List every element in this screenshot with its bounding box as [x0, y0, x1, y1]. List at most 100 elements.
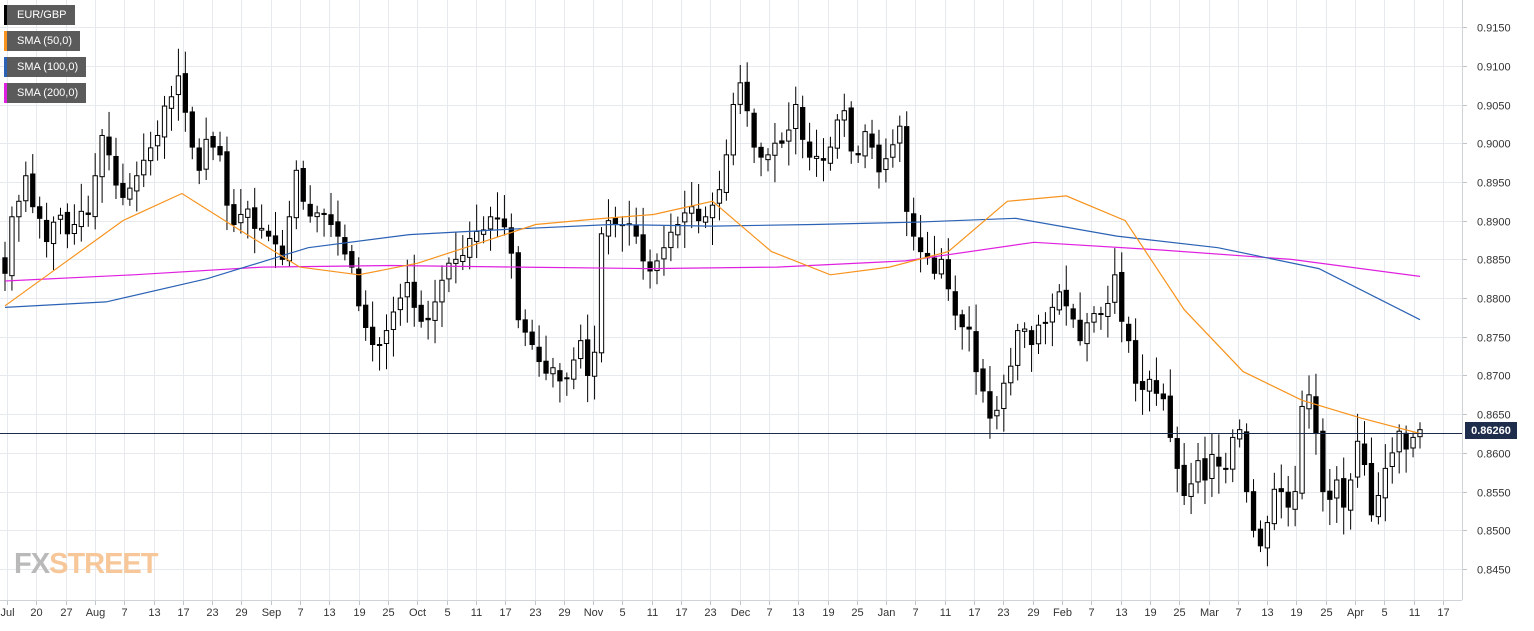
candle — [314, 205, 320, 233]
candle — [16, 194, 22, 242]
candle — [786, 102, 792, 166]
candle-body-down — [217, 146, 223, 156]
x-tick-label: Sep — [262, 607, 282, 619]
candle-body-up — [1146, 378, 1153, 392]
x-tick-label: 19 — [1144, 607, 1156, 619]
legend-item-eurgbp[interactable]: EUR/GBP — [4, 5, 75, 25]
candle-body-down — [494, 217, 501, 220]
candle-body-down — [37, 206, 43, 219]
candle — [675, 216, 681, 249]
candle — [404, 259, 410, 323]
candle-body-up — [154, 134, 161, 147]
candle-body-up — [591, 351, 598, 377]
candle-body-up — [1396, 430, 1402, 453]
candle-body-down — [1174, 438, 1180, 469]
candle-body-up — [709, 204, 716, 219]
x-tick-label: Feb — [1053, 607, 1072, 619]
candle — [841, 93, 847, 137]
candle — [99, 128, 105, 203]
candle-body-up — [314, 212, 320, 218]
candle-body-up — [730, 104, 736, 156]
candles — [2, 48, 1423, 567]
candle-body-down — [210, 136, 216, 148]
x-tick-label: 5 — [444, 607, 450, 619]
candle — [1396, 424, 1402, 474]
candle-body-up — [1292, 491, 1298, 510]
candle-body-up — [661, 247, 667, 260]
candle-body-down — [196, 147, 202, 171]
candle-body-up — [765, 154, 771, 161]
candle-body-down — [1132, 340, 1139, 384]
candle-body-down — [2, 257, 8, 274]
candle-body-down — [1243, 431, 1250, 493]
candle-body-up — [432, 301, 438, 321]
candle-body-down — [966, 326, 972, 330]
candle — [480, 216, 487, 244]
legend-item-sma200[interactable]: SMA (200,0) — [4, 83, 87, 103]
candle-body-up — [938, 258, 945, 275]
legend-item-sma100[interactable]: SMA (100,0) — [4, 57, 87, 77]
candle — [349, 245, 355, 274]
candle-body-down — [411, 281, 417, 308]
candle-body-up — [578, 340, 584, 360]
candle — [758, 142, 764, 177]
candle-body-down — [252, 207, 258, 229]
candle — [446, 257, 452, 293]
candle-body-down — [1361, 443, 1368, 466]
candle-body-down — [633, 225, 639, 237]
candle-body-down — [1250, 491, 1257, 531]
candle-body-up — [258, 227, 265, 231]
candle-body-down — [1278, 488, 1284, 493]
x-tick-label: 29 — [235, 607, 247, 619]
candle-body-up — [862, 131, 868, 157]
x-tick-label: 17 — [968, 607, 980, 619]
candle — [1334, 466, 1340, 523]
candle — [855, 145, 861, 163]
candle — [682, 190, 688, 249]
candle — [23, 161, 29, 212]
x-tick-label: 7 — [912, 607, 918, 619]
candle-body-down — [612, 217, 619, 226]
candle-body-down — [536, 346, 542, 363]
candle-body-up — [16, 200, 22, 218]
candle — [730, 92, 736, 166]
candle — [571, 347, 577, 390]
candle-body-down — [1077, 319, 1083, 342]
candle — [966, 306, 972, 352]
candle-body-up — [1223, 467, 1229, 470]
candle — [793, 86, 799, 155]
candle — [71, 204, 78, 245]
x-tick-label: 7 — [121, 607, 127, 619]
candle-body-up — [723, 154, 730, 193]
candle-body-up — [1209, 453, 1215, 479]
candle — [1209, 433, 1215, 497]
candle-body-down — [1368, 463, 1375, 516]
candle-body-down — [744, 81, 750, 112]
candle-body-down — [182, 73, 188, 113]
candle-body-down — [820, 158, 827, 161]
candle-body-up — [134, 175, 140, 192]
candle-body-up — [1230, 436, 1236, 470]
candle-body-up — [168, 96, 175, 109]
candle — [376, 337, 383, 371]
candle — [1202, 436, 1208, 505]
candle — [848, 101, 854, 164]
candle — [890, 129, 896, 168]
candle-body-up — [1354, 440, 1361, 478]
candle — [224, 136, 230, 231]
legend-item-sma50[interactable]: SMA (50,0) — [4, 31, 81, 51]
candle — [9, 206, 15, 291]
candle — [1042, 312, 1049, 345]
candle-body-up — [550, 367, 556, 375]
candle — [911, 197, 917, 251]
candle — [959, 309, 965, 350]
candle-body-down — [1070, 308, 1076, 320]
candle — [945, 238, 951, 301]
candle-body-down — [369, 326, 376, 346]
candle — [869, 119, 875, 159]
candle — [1389, 437, 1395, 484]
candle — [252, 187, 258, 254]
candle-body-up — [841, 110, 847, 121]
